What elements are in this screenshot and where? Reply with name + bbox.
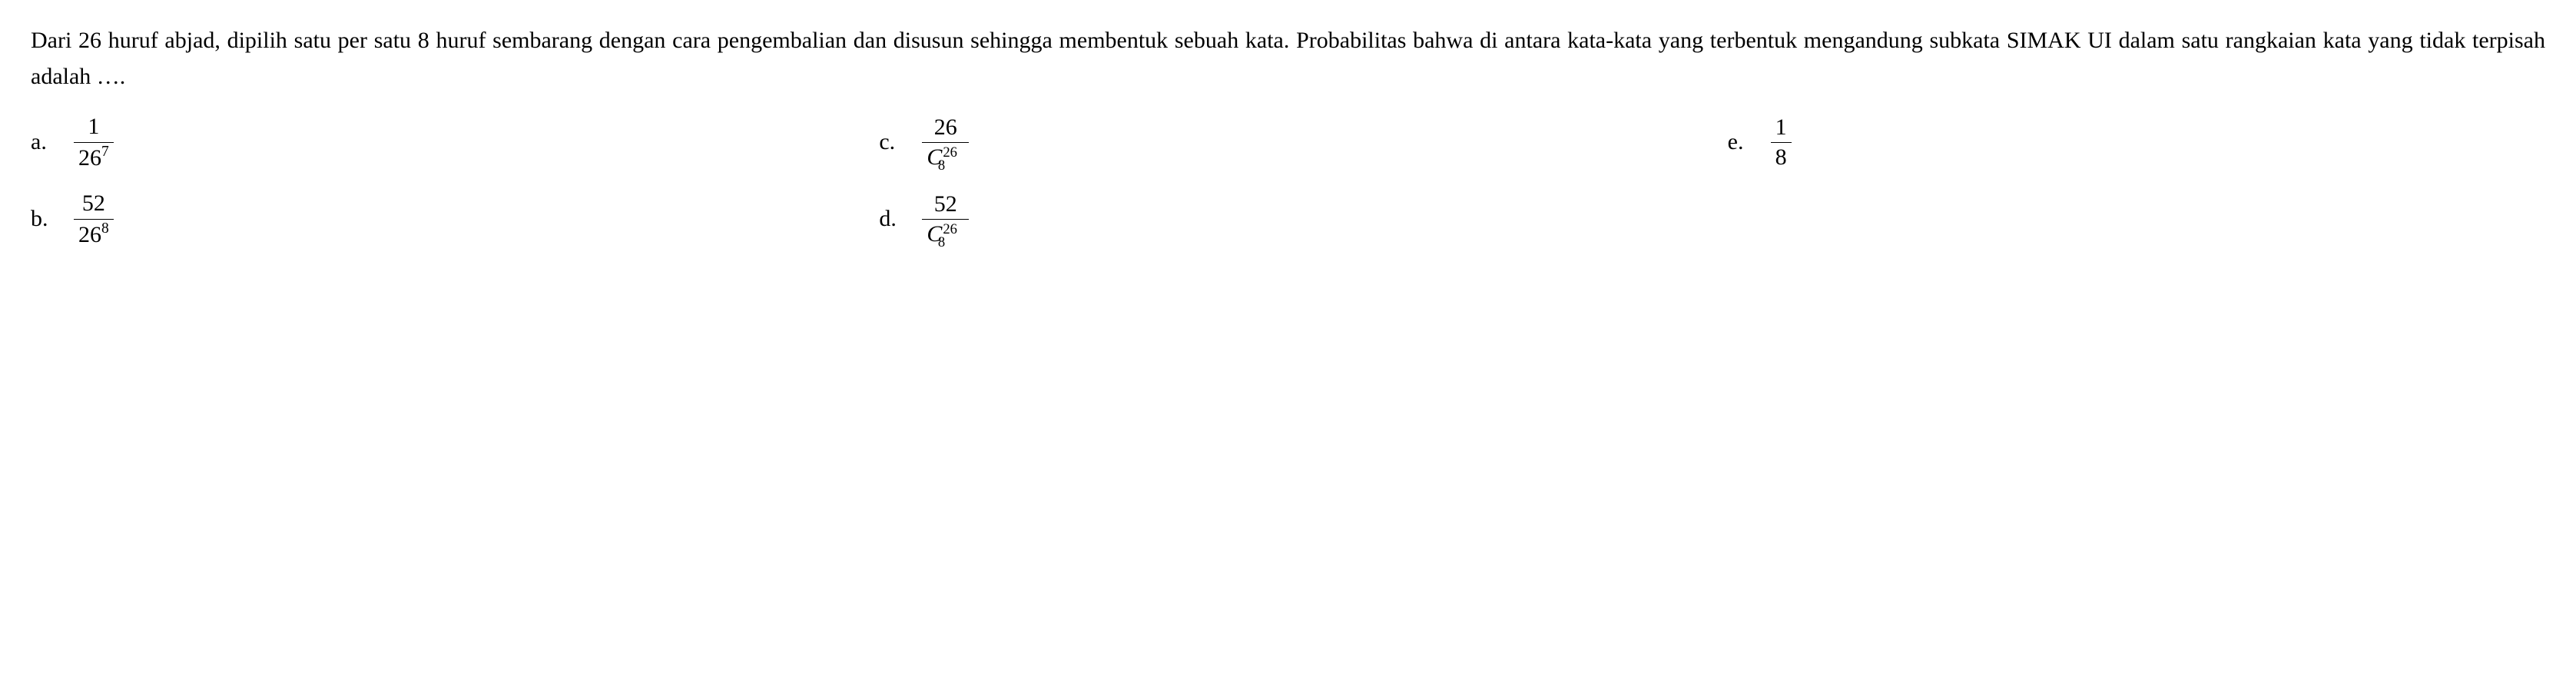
question-text: Dari 26 huruf abjad, dipilih satu per sa…: [31, 23, 2545, 94]
option-a-den-base: 26: [78, 145, 101, 171]
option-a-numerator: 1: [83, 114, 104, 142]
option-c-denominator: C268: [922, 142, 969, 171]
option-b-denominator: 268: [74, 219, 114, 249]
option-e-denominator: 8: [1771, 142, 1792, 171]
option-d-fraction: 52 C268: [922, 191, 969, 248]
option-a: a. 1 267: [31, 114, 848, 171]
option-b-den-base: 26: [78, 222, 101, 247]
option-c-fraction: 26 C268: [922, 114, 969, 171]
option-d-label: d.: [879, 201, 900, 237]
option-e-label: e.: [1728, 124, 1749, 161]
option-e-fraction: 1 8: [1771, 114, 1792, 171]
option-b-label: b.: [31, 201, 52, 237]
option-b: b. 52 268: [31, 191, 848, 248]
option-c-combination: C268: [927, 144, 964, 171]
option-c-numerator: 26: [930, 114, 962, 143]
option-a-denominator: 267: [74, 142, 114, 172]
option-d-denominator: C268: [922, 219, 969, 248]
option-b-numerator: 52: [78, 191, 110, 219]
option-c-label: c.: [879, 124, 900, 161]
option-a-den-exp: 7: [101, 144, 109, 160]
option-d: d. 52 C268: [879, 191, 1696, 248]
option-a-label: a.: [31, 124, 52, 161]
option-d-comb-sup: 26: [943, 221, 957, 237]
option-b-fraction: 52 268: [74, 191, 114, 248]
option-c: c. 26 C268: [879, 114, 1696, 171]
option-e: e. 1 8: [1728, 114, 2545, 171]
option-b-den-exp: 8: [101, 220, 109, 237]
option-d-combination: C268: [927, 221, 964, 248]
options-grid: a. 1 267 c. 26 C268 e. 1 8 b. 52 2: [31, 114, 2545, 248]
option-a-fraction: 1 267: [74, 114, 114, 171]
option-c-comb-sup: 26: [943, 144, 957, 161]
option-d-numerator: 52: [930, 191, 962, 220]
option-d-comb-sub: 8: [938, 234, 945, 250]
option-c-comb-sub: 8: [938, 157, 945, 174]
option-e-numerator: 1: [1771, 114, 1792, 143]
